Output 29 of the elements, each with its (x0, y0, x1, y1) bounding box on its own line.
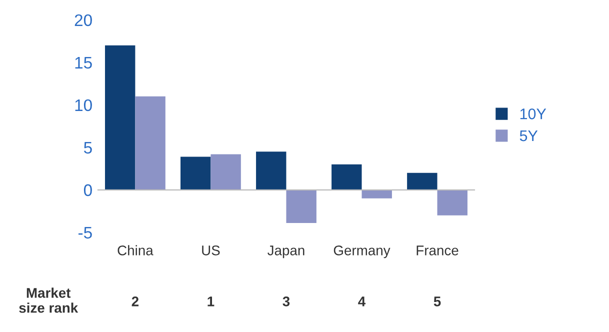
y-tick-label: 10 (75, 99, 92, 112)
y-tick-label: 20 (74, 14, 92, 26)
bar (180, 156, 211, 190)
bar (104, 45, 136, 190)
bar (437, 190, 468, 216)
bar (332, 164, 362, 190)
text: Market size rank (19, 288, 78, 313)
legend-label: 10Y (520, 108, 546, 120)
bar (286, 190, 316, 224)
y-tick-label: 15 (75, 56, 92, 69)
x-tick-label: Germany (334, 246, 390, 258)
text: 2 (132, 296, 139, 306)
legend-label: 5Y (520, 130, 538, 142)
bar (362, 190, 392, 198)
x-tick-label: Japan (268, 246, 304, 258)
y-tick-label: 5 (84, 142, 92, 154)
bar (407, 172, 438, 190)
y-tick-label: 0 (84, 184, 92, 196)
text: 4 (358, 296, 366, 306)
x-tick-label: France (416, 246, 458, 256)
bar (135, 96, 166, 190)
text: 1 (208, 296, 214, 306)
text: 3 (282, 296, 290, 306)
bar (210, 154, 241, 190)
y-tick-label: -5 (78, 226, 92, 239)
x-tick-label: US (202, 246, 220, 256)
bar (256, 152, 286, 190)
text: 5 (434, 296, 441, 306)
x-tick-label: China (118, 245, 154, 256)
